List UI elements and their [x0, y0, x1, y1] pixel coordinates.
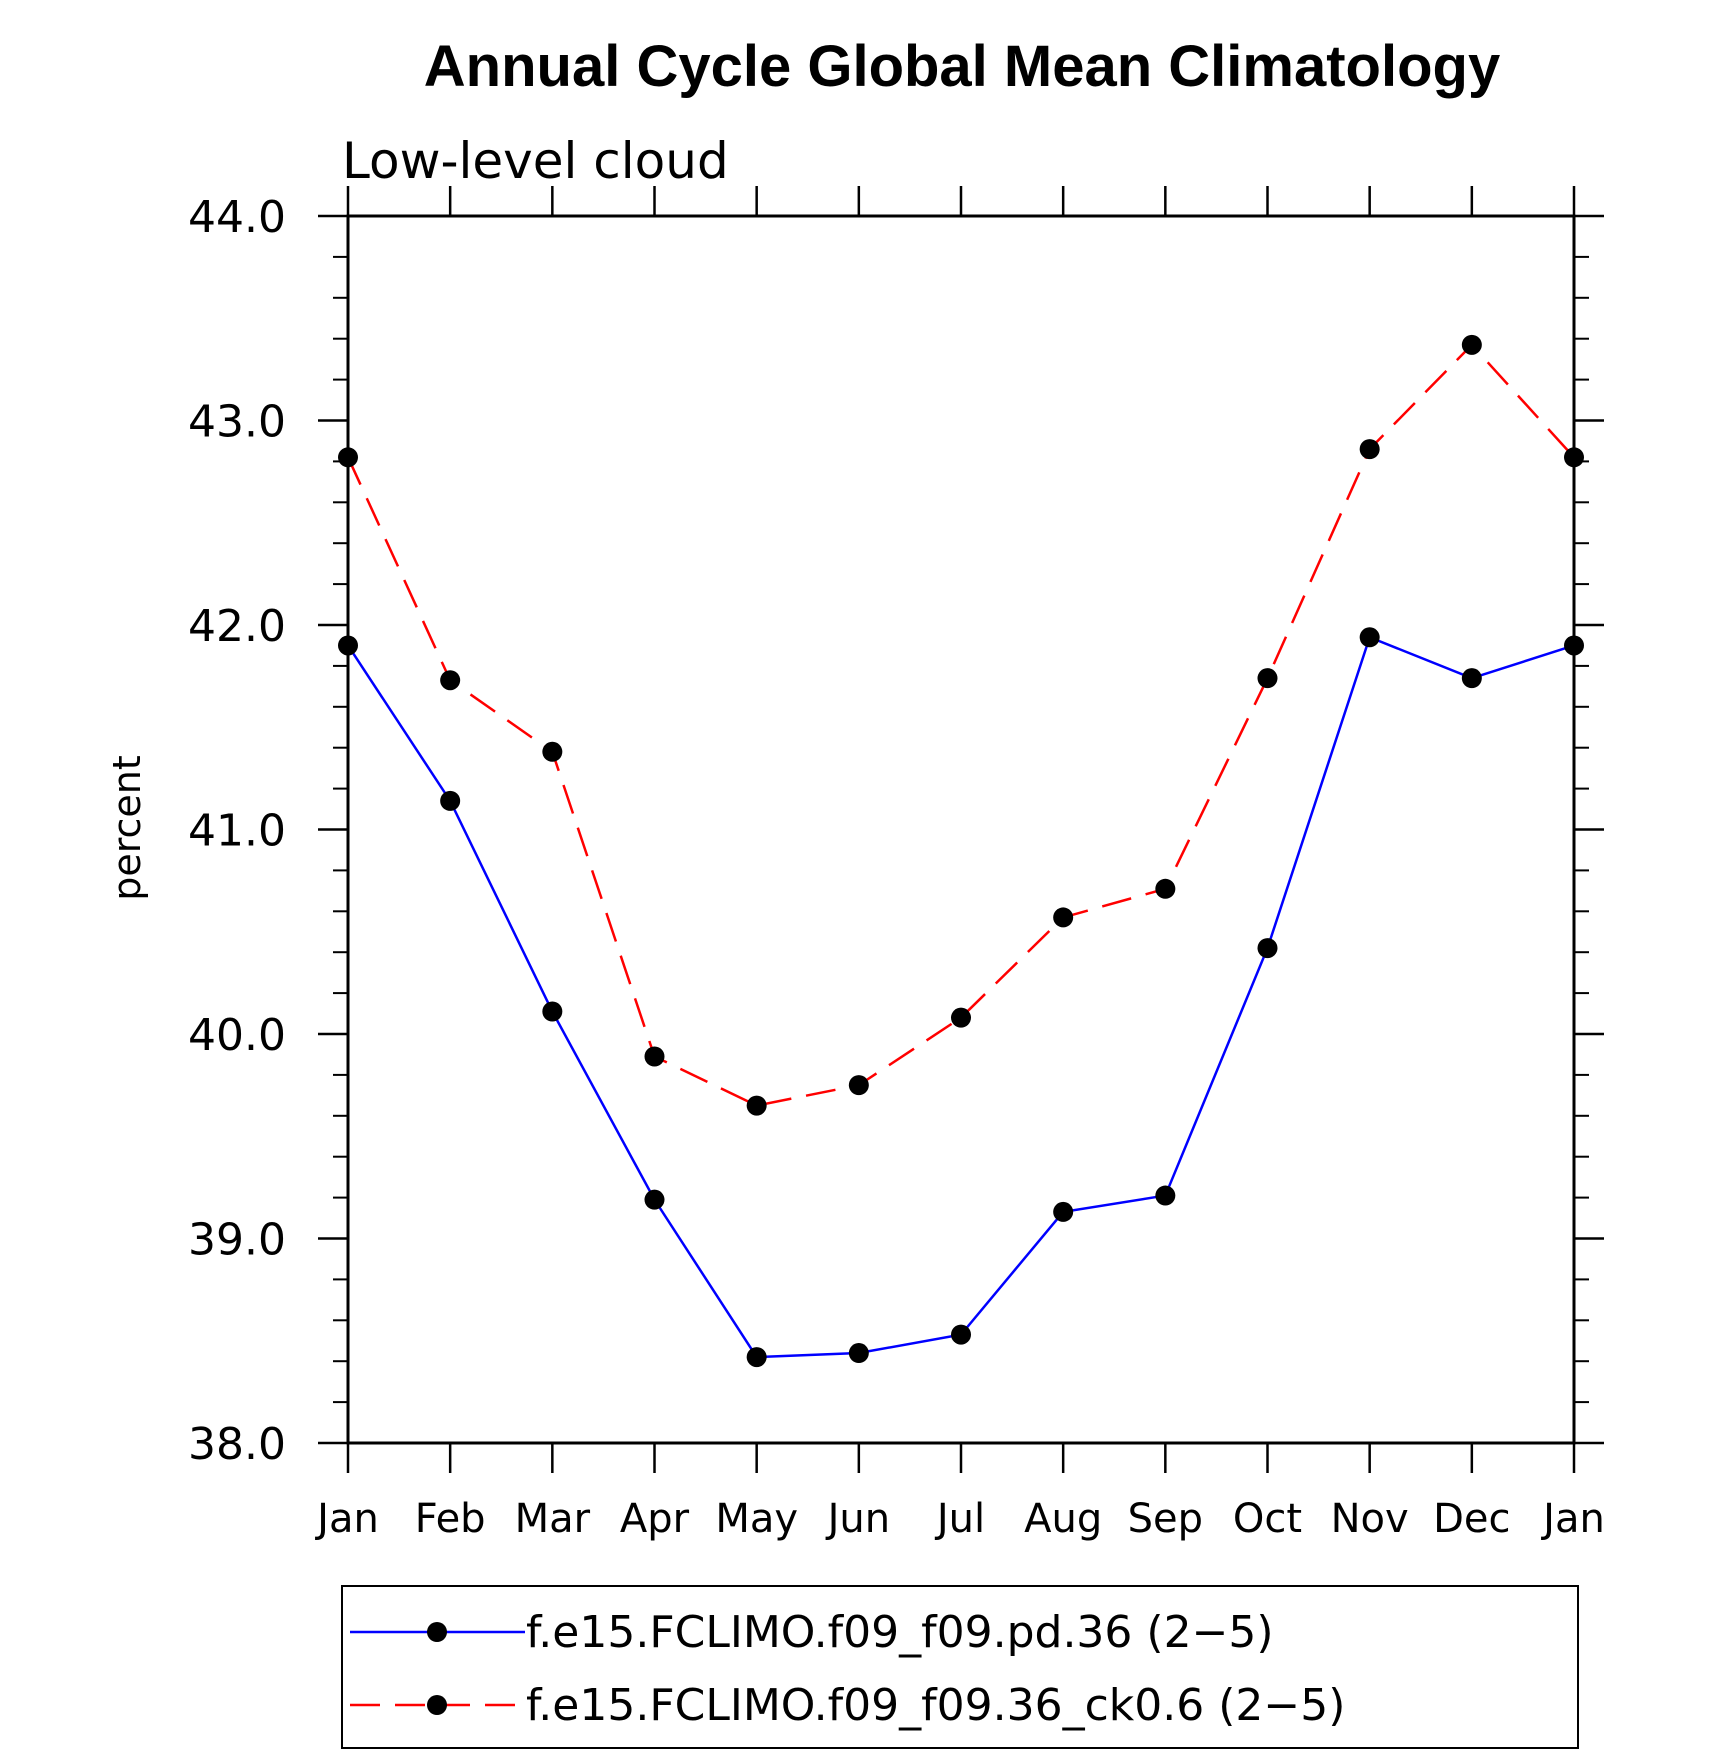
data-point — [1155, 878, 1176, 899]
data-point — [848, 1343, 869, 1364]
legend-marker-1 — [427, 1622, 447, 1642]
x-tick-label: Dec — [1433, 1496, 1510, 1542]
data-point — [1461, 668, 1482, 689]
data-point — [1257, 938, 1278, 959]
legend-label-2: f.e15.FCLIMO.f09_f09.36_ck0.6 (2−5) — [526, 1680, 1345, 1731]
legend-label-1: f.e15.FCLIMO.f09_f09.pd.36 (2−5) — [526, 1607, 1274, 1658]
x-tick-labels: Jan Feb Mar Apr May Jun Jul Aug Sep Oct Nov Dec Jan — [314, 1496, 1605, 1542]
data-point — [1053, 907, 1074, 928]
data-point — [1564, 447, 1584, 468]
x-tick-label: Jul — [934, 1496, 985, 1542]
series-1 — [338, 627, 1584, 1368]
y-tick-label: 42.0 — [188, 601, 286, 652]
data-point — [951, 1324, 971, 1345]
y-tick-label: 43.0 — [188, 397, 286, 448]
y-tick-labels: 38.0 39.0 40.0 41.0 42.0 43.0 44.0 — [188, 192, 286, 1470]
x-tick-label: Mar — [515, 1496, 591, 1542]
data-point — [746, 1095, 767, 1116]
y-tick-label: 38.0 — [188, 1419, 286, 1470]
x-tick-label: Jun — [825, 1496, 891, 1542]
legend-box — [341, 1585, 1579, 1749]
series-layer — [338, 334, 1584, 1368]
data-point — [644, 1189, 665, 1210]
data-point — [440, 790, 461, 811]
series-line-2 — [346, 343, 1575, 1107]
data-point — [1257, 668, 1278, 689]
x-tick-label: Feb — [415, 1496, 486, 1542]
x-tick-label: Apr — [620, 1496, 690, 1542]
legend-entry-2: f.e15.FCLIMO.f09_f09.36_ck0.6 (2−5) — [350, 1680, 1345, 1731]
x-tick-label: Jan — [314, 1496, 379, 1542]
legend-marker-2 — [427, 1695, 447, 1715]
y-tick-label: 39.0 — [188, 1215, 286, 1266]
data-point — [848, 1075, 869, 1096]
data-point — [644, 1046, 665, 1067]
chart-title: Annual Cycle Global Mean Climatology — [424, 34, 1500, 99]
data-point — [542, 741, 563, 762]
y-axis-label: percent — [105, 755, 149, 901]
series-line-1 — [346, 635, 1575, 1359]
x-tick-label: Jan — [1540, 1496, 1605, 1542]
data-point — [1359, 627, 1380, 648]
data-point — [1359, 439, 1380, 460]
x-tick-label: Sep — [1128, 1496, 1203, 1542]
x-tick-label: Oct — [1233, 1496, 1302, 1542]
y-tick-label: 41.0 — [188, 806, 286, 857]
plot-frame — [346, 214, 1576, 1445]
x-tick-label: Aug — [1024, 1496, 1102, 1542]
data-point — [542, 1001, 563, 1022]
x-tick-label: May — [715, 1496, 798, 1542]
data-point — [1155, 1185, 1176, 1206]
data-point — [1564, 635, 1584, 656]
data-point — [338, 447, 358, 468]
data-point — [440, 670, 461, 691]
x-tick-label: Nov — [1331, 1496, 1409, 1542]
data-point — [1053, 1201, 1074, 1222]
data-point — [746, 1347, 767, 1368]
y-tick-label: 44.0 — [188, 192, 286, 243]
data-point — [1461, 334, 1482, 355]
axis-ticks — [318, 186, 1604, 1473]
legend-entry-1: f.e15.FCLIMO.f09_f09.pd.36 (2−5) — [350, 1607, 1274, 1658]
data-point — [338, 635, 358, 656]
chart-subtitle: Low-level cloud — [342, 132, 729, 190]
series-2 — [338, 334, 1584, 1116]
data-point — [951, 1007, 971, 1028]
y-tick-label: 40.0 — [188, 1010, 286, 1061]
